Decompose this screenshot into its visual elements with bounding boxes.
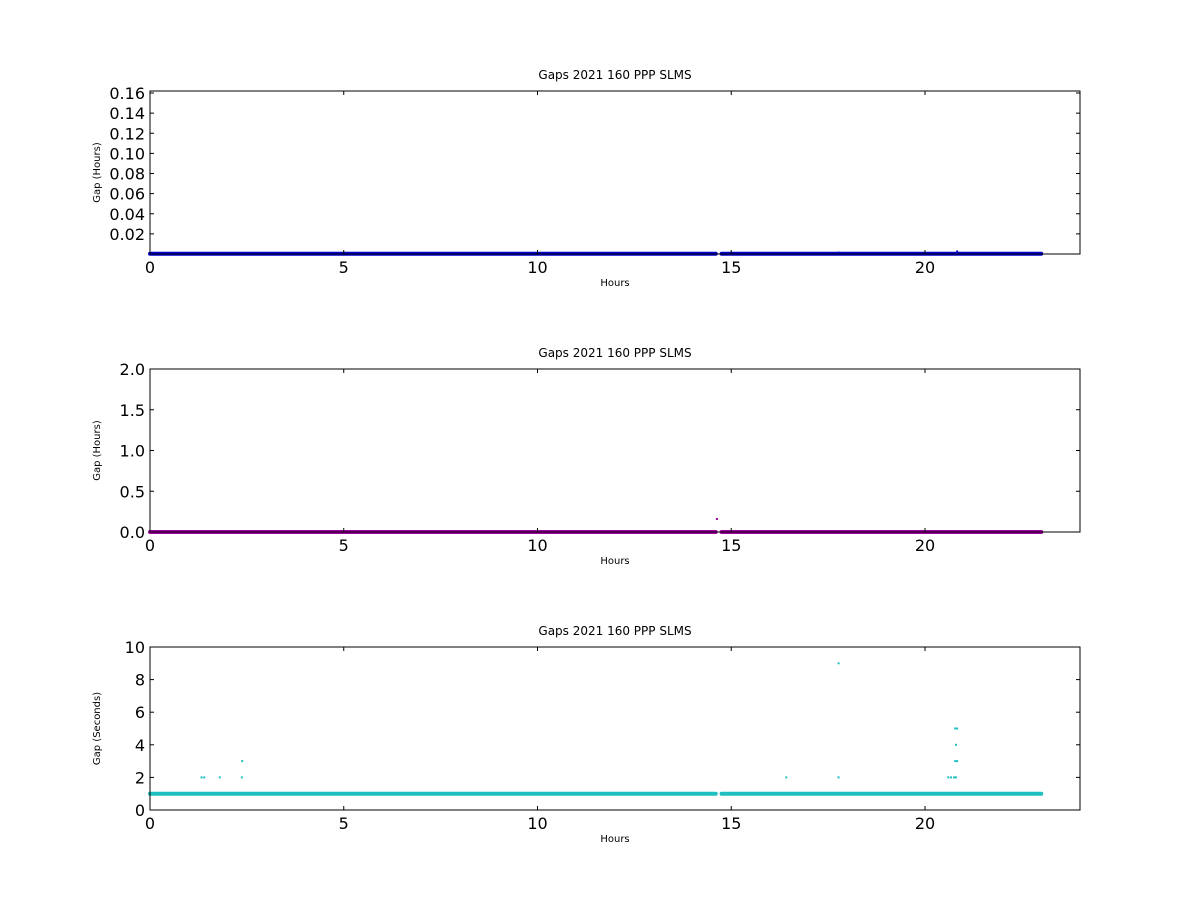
axes-frame bbox=[149, 646, 1081, 811]
data-point bbox=[956, 727, 959, 730]
x-tick-label: 20 bbox=[915, 258, 935, 277]
x-axis-label: Hours bbox=[600, 834, 629, 845]
axes-frame bbox=[149, 368, 1081, 533]
y-tick-label: 1.0 bbox=[120, 442, 145, 461]
x-tick-label: 15 bbox=[721, 258, 741, 277]
y-tick-label: 8 bbox=[135, 671, 145, 690]
data-point bbox=[837, 251, 840, 254]
x-tick-label: 0 bbox=[145, 536, 155, 555]
series-1 bbox=[148, 517, 1044, 534]
y-tick-label: 4 bbox=[135, 736, 145, 755]
series-1 bbox=[148, 250, 1044, 256]
chart-panel-1: Gaps 2021 160 PPP SLMS Hours Gap (Hours) 0 5… bbox=[92, 68, 1081, 289]
x-tick-label: 15 bbox=[721, 814, 741, 833]
x-axis-label: Hours bbox=[600, 278, 629, 289]
y-axis-label: Gap (Hours) bbox=[92, 420, 103, 481]
y-tick-label: 0.04 bbox=[109, 205, 145, 224]
y-tick-label: 6 bbox=[135, 703, 145, 722]
chart-title: Gaps 2021 160 PPP SLMS bbox=[538, 624, 691, 638]
y-axis-label: Gap (Seconds) bbox=[92, 692, 103, 765]
x-tick-label: 5 bbox=[339, 814, 349, 833]
data-point bbox=[203, 776, 206, 779]
y-tick-label: 0.12 bbox=[109, 124, 145, 143]
data-point bbox=[949, 776, 952, 779]
x-tick-label: 10 bbox=[527, 258, 547, 277]
chart-title: Gaps 2021 160 PPP SLMS bbox=[538, 68, 691, 82]
data-point bbox=[953, 776, 956, 779]
x-tick-label: 5 bbox=[339, 536, 349, 555]
data-point bbox=[785, 776, 788, 779]
data-point bbox=[955, 743, 957, 746]
x-tick-label: 15 bbox=[721, 536, 741, 555]
series-1 bbox=[148, 662, 1044, 796]
data-point bbox=[837, 662, 840, 665]
x-tick-label: 10 bbox=[527, 536, 547, 555]
data-point bbox=[947, 776, 950, 779]
y-tick-label: 0.02 bbox=[109, 225, 145, 244]
y-tick-label: 0.10 bbox=[109, 144, 145, 163]
y-tick-label: 0.16 bbox=[109, 84, 145, 103]
y-tick-label: 0.5 bbox=[120, 482, 145, 501]
y-tick-label: 2.0 bbox=[120, 360, 145, 379]
y-tick-label: 1.5 bbox=[120, 401, 145, 420]
data-point bbox=[837, 776, 840, 779]
x-tick-label: 0 bbox=[145, 814, 155, 833]
data-point bbox=[956, 760, 959, 763]
x-tick-label: 5 bbox=[339, 258, 349, 277]
x-tick-label: 0 bbox=[145, 258, 155, 277]
y-tick-label: 0.08 bbox=[109, 165, 145, 184]
data-point bbox=[218, 776, 221, 779]
y-tick-label: 2 bbox=[135, 768, 145, 787]
x-axis-label: Hours bbox=[600, 556, 629, 567]
data-point bbox=[715, 517, 718, 520]
data-point bbox=[954, 760, 957, 763]
x-tick-label: 20 bbox=[915, 536, 935, 555]
data-point bbox=[956, 250, 959, 253]
chart-title: Gaps 2021 160 PPP SLMS bbox=[538, 346, 691, 360]
data-point bbox=[955, 776, 957, 779]
data-point bbox=[240, 776, 243, 779]
x-tick-label: 20 bbox=[915, 814, 935, 833]
x-tick-label: 10 bbox=[527, 814, 547, 833]
axes-frame bbox=[149, 90, 1081, 255]
data-point bbox=[200, 776, 203, 779]
data-point bbox=[954, 727, 957, 730]
data-point bbox=[241, 760, 244, 763]
y-tick-label: 10 bbox=[125, 638, 145, 657]
y-tick-label: 0.0 bbox=[120, 523, 145, 542]
y-tick-label: 0.06 bbox=[109, 185, 145, 204]
y-tick-label: 0.14 bbox=[109, 104, 145, 123]
y-tick-label: 0 bbox=[135, 801, 145, 820]
chart-panel-2: Gaps 2021 160 PPP SLMS Hours Gap (Hours) 0 5… bbox=[92, 346, 1081, 567]
y-axis-label: Gap (Hours) bbox=[92, 142, 103, 203]
chart-panel-3: Gaps 2021 160 PPP SLMS Hours Gap (Seconds)… bbox=[92, 624, 1081, 845]
